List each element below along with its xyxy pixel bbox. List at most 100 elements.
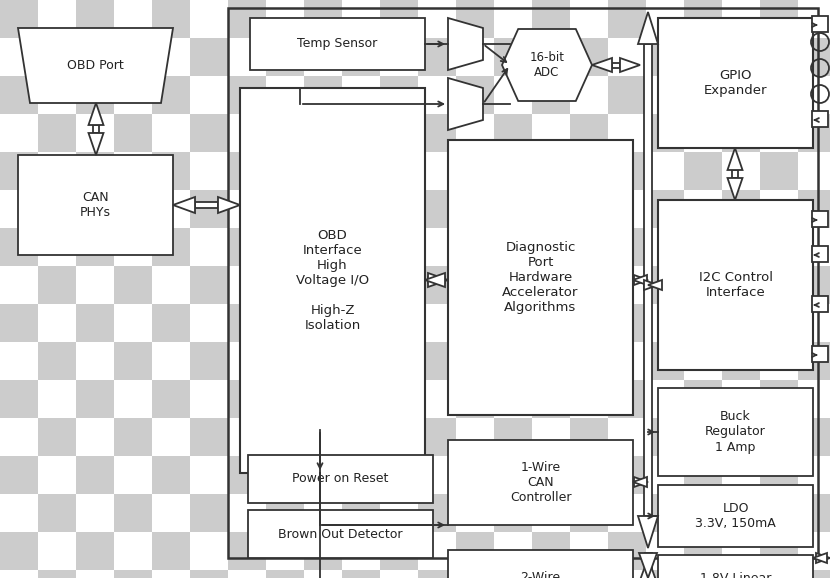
- Bar: [608, 0, 646, 38]
- Polygon shape: [648, 280, 662, 290]
- Text: Temp Sensor: Temp Sensor: [297, 38, 378, 50]
- Bar: [760, 456, 798, 494]
- Bar: [38, 190, 76, 228]
- Bar: [114, 570, 152, 578]
- Bar: [570, 570, 608, 578]
- Bar: [190, 342, 228, 380]
- Bar: [798, 38, 830, 76]
- Polygon shape: [634, 275, 648, 285]
- Polygon shape: [638, 516, 658, 548]
- Bar: [342, 342, 380, 380]
- Bar: [228, 456, 266, 494]
- Bar: [760, 76, 798, 114]
- Text: OBD Port: OBD Port: [67, 59, 124, 72]
- Polygon shape: [644, 280, 658, 290]
- Bar: [250, 18, 425, 70]
- Bar: [76, 456, 114, 494]
- Bar: [494, 114, 532, 152]
- Text: 1-Wire
CAN
Controller: 1-Wire CAN Controller: [510, 461, 571, 504]
- Bar: [646, 570, 684, 578]
- Bar: [228, 76, 266, 114]
- Bar: [658, 555, 813, 578]
- Bar: [114, 38, 152, 76]
- Bar: [760, 532, 798, 570]
- Bar: [380, 0, 418, 38]
- Bar: [646, 494, 684, 532]
- Bar: [798, 342, 830, 380]
- Bar: [456, 76, 494, 114]
- Bar: [658, 18, 813, 148]
- Bar: [570, 38, 608, 76]
- Bar: [342, 190, 380, 228]
- Bar: [732, 170, 738, 178]
- Bar: [684, 456, 722, 494]
- Bar: [380, 532, 418, 570]
- Polygon shape: [448, 78, 483, 130]
- Bar: [342, 418, 380, 456]
- Bar: [684, 228, 722, 266]
- Polygon shape: [502, 29, 592, 101]
- Bar: [456, 0, 494, 38]
- Bar: [266, 494, 304, 532]
- Bar: [114, 494, 152, 532]
- Bar: [76, 380, 114, 418]
- Bar: [190, 190, 228, 228]
- Bar: [190, 38, 228, 76]
- Polygon shape: [89, 103, 104, 125]
- Bar: [38, 114, 76, 152]
- Bar: [114, 266, 152, 304]
- Polygon shape: [633, 275, 647, 285]
- Text: Brown Out Detector: Brown Out Detector: [278, 528, 403, 540]
- Bar: [380, 380, 418, 418]
- Bar: [428, 277, 445, 283]
- Bar: [0, 456, 38, 494]
- Bar: [608, 532, 646, 570]
- Bar: [646, 342, 684, 380]
- Bar: [646, 266, 684, 304]
- Polygon shape: [634, 477, 648, 487]
- Bar: [228, 228, 266, 266]
- Bar: [532, 532, 570, 570]
- Bar: [798, 418, 830, 456]
- Bar: [760, 152, 798, 190]
- Bar: [195, 202, 218, 208]
- Polygon shape: [639, 558, 657, 578]
- Bar: [0, 152, 38, 190]
- Bar: [152, 380, 190, 418]
- Polygon shape: [633, 477, 647, 487]
- Bar: [152, 304, 190, 342]
- Bar: [418, 342, 456, 380]
- Polygon shape: [620, 58, 640, 72]
- Bar: [0, 76, 38, 114]
- Bar: [114, 418, 152, 456]
- Bar: [38, 38, 76, 76]
- Bar: [76, 0, 114, 38]
- Bar: [644, 44, 652, 516]
- Bar: [266, 114, 304, 152]
- Bar: [0, 532, 38, 570]
- Bar: [342, 38, 380, 76]
- Bar: [532, 76, 570, 114]
- Bar: [570, 266, 608, 304]
- Bar: [684, 152, 722, 190]
- Bar: [456, 380, 494, 418]
- Bar: [76, 532, 114, 570]
- Bar: [798, 570, 830, 578]
- Bar: [494, 38, 532, 76]
- Bar: [228, 152, 266, 190]
- Bar: [38, 418, 76, 456]
- Bar: [812, 246, 828, 262]
- Text: OBD
Interface
High
Voltage I/O

High-Z
Isolation: OBD Interface High Voltage I/O High-Z Is…: [296, 229, 369, 332]
- Bar: [266, 418, 304, 456]
- Bar: [418, 266, 456, 304]
- Bar: [93, 125, 99, 133]
- Polygon shape: [425, 273, 445, 287]
- Bar: [456, 228, 494, 266]
- Polygon shape: [816, 553, 830, 563]
- Bar: [608, 456, 646, 494]
- Bar: [658, 485, 813, 547]
- Text: 16-bit
ADC: 16-bit ADC: [530, 51, 564, 79]
- Bar: [532, 0, 570, 38]
- Bar: [532, 304, 570, 342]
- Text: Buck
Regulator
1 Amp: Buck Regulator 1 Amp: [706, 410, 766, 454]
